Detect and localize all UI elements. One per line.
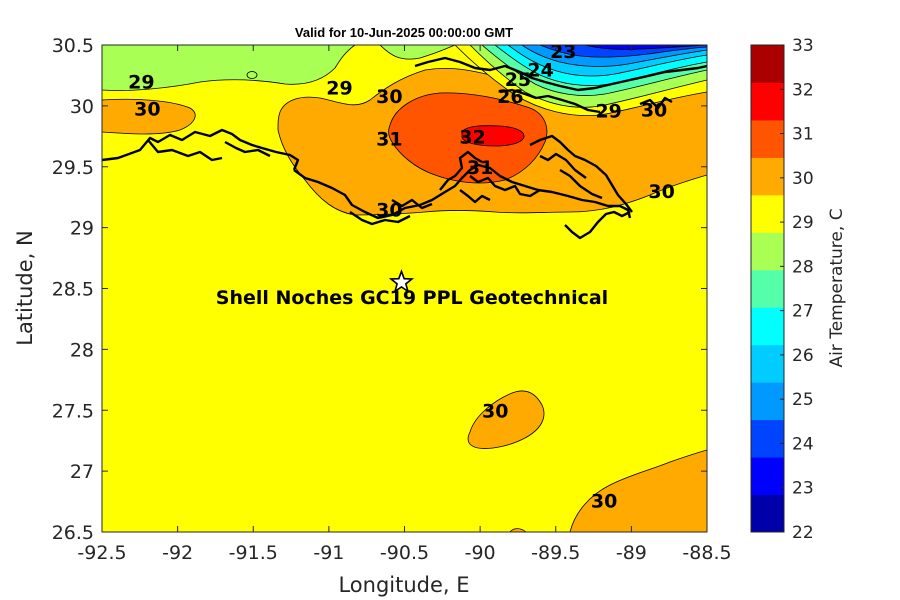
colorbar-band bbox=[751, 382, 784, 421]
band-30-31-southeast bbox=[569, 449, 707, 532]
star-marker-icon bbox=[388, 269, 415, 294]
x-tick-label: -89 bbox=[616, 542, 647, 564]
y-tick-label: 26.5 bbox=[52, 522, 94, 544]
colorbar-tick-label: 23 bbox=[792, 479, 814, 499]
site-annotation: Shell Noches GC19 PPL Geotechnical bbox=[216, 287, 608, 309]
y-tick-label: 29 bbox=[70, 218, 94, 240]
colorbar-tick-label: 27 bbox=[792, 302, 814, 322]
colorbar-band bbox=[751, 494, 784, 533]
colorbar-tick-label: 33 bbox=[792, 36, 814, 56]
y-tick-label: 30 bbox=[70, 96, 94, 118]
contour-label: 31 bbox=[376, 129, 402, 151]
x-tick-label: -92 bbox=[162, 542, 193, 564]
colorbar-band bbox=[751, 269, 784, 308]
y-tick-label: 28.5 bbox=[52, 279, 94, 301]
contour-label: 30 bbox=[134, 98, 160, 120]
colorbar-band bbox=[751, 457, 784, 496]
contour-label: 30 bbox=[376, 86, 402, 108]
colorbar-tick-labels: 22 23 24 25 26 27 28 29 30 31 32 33 bbox=[792, 36, 814, 543]
contour-label: 30 bbox=[376, 199, 402, 221]
colorbar-tick-label: 30 bbox=[792, 169, 814, 189]
y-axis-label: Latitude, N bbox=[13, 230, 37, 346]
y-tick-label: 28 bbox=[70, 339, 94, 361]
y-tick-label: 27.5 bbox=[52, 400, 94, 422]
band-30-31-west bbox=[102, 98, 196, 135]
colorbar-tick-label: 26 bbox=[792, 346, 814, 366]
contour-label: 26 bbox=[497, 86, 523, 108]
contour-label: 29 bbox=[326, 78, 352, 100]
y-tick-labels: 26.5 27 27.5 28 28.5 29 29.5 30 30.5 bbox=[52, 35, 94, 544]
contour-label: 29 bbox=[595, 101, 621, 123]
contour-label: 30 bbox=[641, 100, 667, 122]
band-28-29-north bbox=[379, 45, 456, 60]
colorbar-band bbox=[751, 82, 784, 121]
contour-label: 23 bbox=[550, 41, 576, 63]
band-28-29-northwest bbox=[102, 45, 356, 91]
contour-label: 31 bbox=[467, 157, 493, 179]
x-tick-labels: -92.5 -92 -91.5 -91 -90.5 -90 -89.5 -89 -88.5 bbox=[77, 542, 731, 564]
band-32-33-spot bbox=[461, 125, 525, 147]
contour-label: 32 bbox=[459, 126, 485, 148]
contour-label: 30 bbox=[648, 181, 674, 203]
x-axis-label: Longitude, E bbox=[338, 573, 469, 597]
colorbar-tick-label: 22 bbox=[792, 523, 814, 543]
colorbar-band bbox=[751, 419, 784, 458]
colorbar-band bbox=[751, 45, 784, 83]
x-tick-label: -92.5 bbox=[77, 542, 126, 564]
x-tick-label: -91 bbox=[313, 542, 344, 564]
x-tick-label: -89.5 bbox=[531, 542, 580, 564]
x-tick-label: -88.5 bbox=[682, 542, 731, 564]
y-tick-label: 29.5 bbox=[52, 157, 94, 179]
colorbar-tick-label: 31 bbox=[792, 125, 814, 145]
chart-title: Valid for 10-Jun-2025 00:00:00 GMT bbox=[295, 25, 513, 40]
colorbar-band bbox=[751, 232, 784, 271]
y-tick-label: 27 bbox=[70, 461, 94, 483]
contour-label: 24 bbox=[527, 59, 553, 81]
colorbar-frame bbox=[750, 44, 785, 533]
band-28-29-blob bbox=[246, 71, 258, 79]
band-22-23-northeast bbox=[584, 45, 707, 50]
colorbar-tick-label: 32 bbox=[792, 80, 814, 100]
colorbar-label: Air Temperature, C bbox=[827, 208, 847, 367]
colorbar-tick-label: 24 bbox=[792, 434, 814, 454]
x-tick-label: -91.5 bbox=[229, 542, 278, 564]
x-tick-label: -90 bbox=[465, 542, 496, 564]
contour-label: 30 bbox=[591, 490, 617, 512]
y-tick-label: 30.5 bbox=[52, 35, 94, 57]
colorbar-band bbox=[751, 157, 784, 196]
colorbar-tick-label: 28 bbox=[792, 257, 814, 277]
contour-label: 25 bbox=[505, 69, 531, 91]
colorbar bbox=[750, 44, 785, 533]
colorbar-band bbox=[751, 119, 784, 158]
axis-ticks bbox=[101, 44, 708, 533]
contour-label: 30 bbox=[482, 400, 508, 422]
colorbar-band bbox=[751, 307, 784, 346]
colorbar-band bbox=[751, 194, 784, 233]
colorbar-tick-label: 25 bbox=[792, 390, 814, 410]
coastline bbox=[102, 56, 707, 240]
x-tick-label: -90.5 bbox=[380, 542, 429, 564]
colorbar-band bbox=[751, 344, 784, 383]
colorbar-tick-label: 29 bbox=[792, 213, 814, 233]
band-30-31-south-patch bbox=[467, 390, 545, 449]
contour-label: 29 bbox=[128, 72, 154, 94]
